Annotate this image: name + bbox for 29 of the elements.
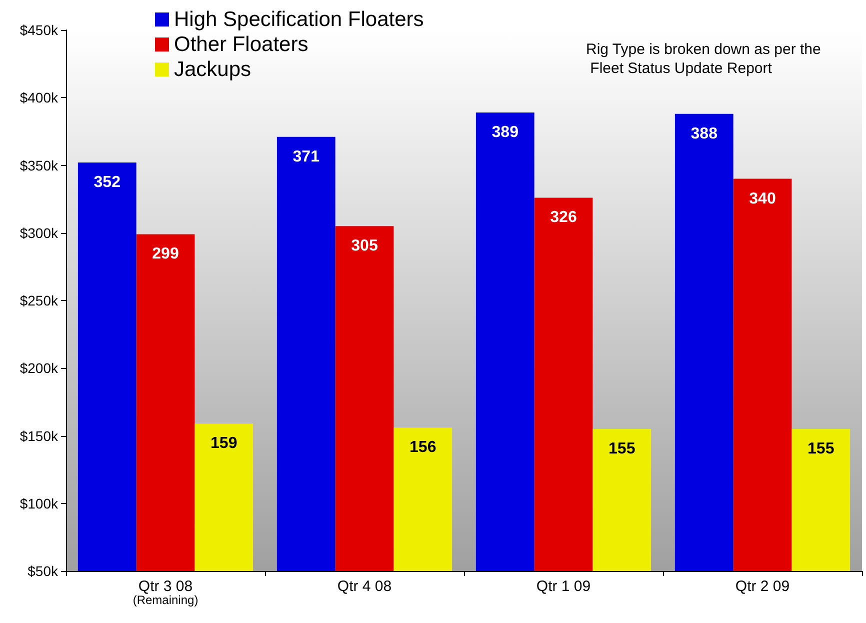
y-tick-label: $350k (20, 157, 59, 174)
data-label: 389 (492, 124, 519, 142)
data-label: 159 (210, 435, 238, 452)
data-label: 156 (410, 439, 436, 456)
y-tick-label: $250k (20, 292, 59, 308)
legend-label: Jackups (174, 58, 252, 81)
x-tick-label: Qtr 4 08 (337, 578, 392, 595)
data-label: 340 (749, 190, 776, 208)
annotation: Rig Type is broken down as per the Fleet Status Update Report (586, 41, 821, 77)
x-tick-label: Qtr 3 08 (Remaining) (132, 578, 198, 607)
data-label: 326 (550, 209, 577, 226)
data-label: 305 (351, 238, 378, 255)
y-tick-label: $300k (20, 224, 59, 241)
data-label: 388 (690, 125, 718, 142)
data-label: 352 (94, 174, 121, 192)
data-label: 299 (152, 246, 179, 263)
legend-label: High Specification Floaters (174, 8, 424, 31)
y-tick-label: $150k (20, 428, 59, 444)
data-label: 155 (608, 440, 636, 458)
y-tick-label: $400k (20, 90, 59, 106)
y-tick-label: $450k (20, 22, 59, 38)
x-tick-label: Qtr 1 09 (536, 578, 591, 595)
legend-label: Other Floaters (174, 33, 308, 56)
data-label: 371 (292, 148, 320, 166)
x-tick-label: Qtr 2 09 (735, 578, 790, 595)
y-tick-label: $100k (20, 495, 59, 512)
data-label: 155 (808, 440, 834, 458)
y-tick-label: $200k (20, 360, 59, 376)
y-tick-label: $50k (28, 563, 59, 579)
